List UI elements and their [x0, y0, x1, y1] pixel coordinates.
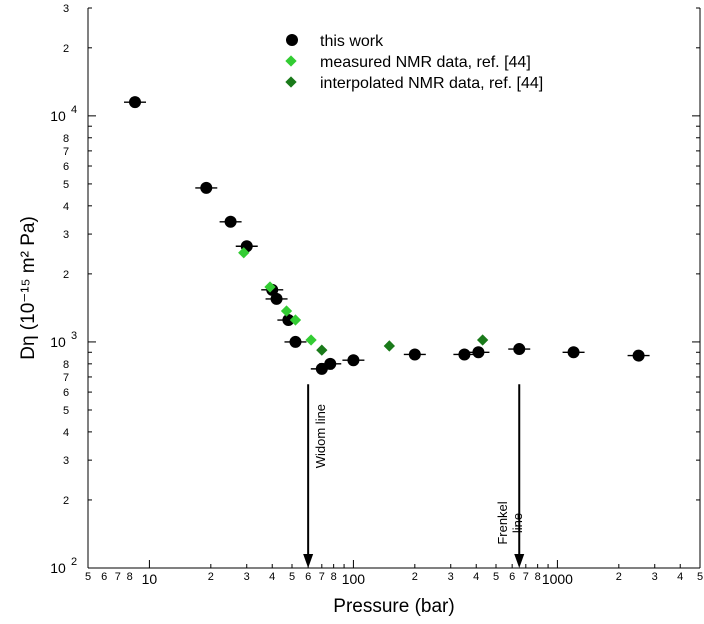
y-minor-tick-label: 6 — [63, 161, 69, 173]
annotation-label: line — [510, 513, 525, 533]
point-interpolated — [383, 340, 395, 352]
legend-label-this-work: this work — [320, 33, 384, 50]
x-minor-tick-label: 2 — [412, 571, 418, 583]
point-this-work — [472, 346, 485, 359]
y-minor-tick-label: 4 — [63, 201, 69, 213]
y-minor-tick-label: 7 — [63, 372, 69, 384]
y-tick-label: 10 — [50, 334, 66, 350]
point-this-work — [324, 357, 337, 370]
y-minor-tick-label: 4 — [63, 427, 69, 439]
x-minor-tick-label: 5 — [85, 571, 91, 583]
x-minor-tick-label: 7 — [319, 571, 325, 583]
x-minor-tick-label: 2 — [616, 571, 622, 583]
x-minor-tick-label: 4 — [473, 571, 479, 583]
point-this-work — [270, 292, 283, 305]
x-minor-tick-label: 6 — [509, 571, 515, 583]
x-minor-tick-label: 7 — [115, 571, 121, 583]
x-minor-tick-label: 8 — [331, 571, 337, 583]
annotation-label: Widom line — [313, 404, 328, 468]
y-tick-label-exponent: 2 — [71, 556, 77, 568]
y-minor-tick-label: 8 — [63, 359, 69, 371]
point-interpolated — [476, 334, 489, 346]
x-axis-title: Pressure (bar) — [333, 596, 454, 617]
y-tick-label: 10 — [50, 560, 66, 576]
point-measured — [280, 305, 293, 317]
point-measured — [289, 314, 302, 326]
y-minor-tick-label: 2 — [63, 269, 69, 281]
x-minor-tick-label: 2 — [208, 571, 214, 583]
y-minor-tick-label: 3 — [63, 455, 69, 467]
point-this-work — [632, 349, 645, 362]
legend-label-measured: measured NMR data, ref. [44] — [320, 54, 531, 71]
x-minor-tick-label: 5 — [697, 571, 703, 583]
x-minor-tick-label: 3 — [244, 571, 250, 583]
x-minor-tick-label: 3 — [652, 571, 658, 583]
legend-marker-measured — [285, 55, 297, 67]
axis-ticks — [88, 7, 701, 569]
point-this-work — [408, 348, 421, 361]
y-minor-tick-label: 3 — [63, 229, 69, 241]
y-minor-tick-label: 8 — [63, 133, 69, 145]
x-tick-label: 1000 — [542, 571, 573, 587]
y-minor-tick-label: 5 — [63, 405, 69, 417]
y-minor-tick-label: 2 — [63, 495, 69, 507]
point-this-work — [347, 354, 360, 367]
legend-marker-this-work — [286, 34, 298, 46]
point-this-work — [567, 346, 580, 359]
legend-marker-interpolated — [285, 76, 297, 88]
point-this-work — [224, 215, 237, 228]
point-this-work — [289, 335, 302, 348]
point-measured — [264, 281, 276, 293]
point-this-work — [513, 343, 526, 356]
y-minor-tick-label: 7 — [63, 146, 69, 158]
chart-frame — [87, 8, 701, 569]
x-minor-tick-label: 4 — [269, 571, 275, 583]
point-this-work — [282, 314, 295, 327]
annotation-arrowhead — [303, 554, 314, 568]
legend-label-interpolated: interpolated NMR data, ref. [44] — [320, 75, 543, 92]
y-minor-tick-label: 6 — [63, 387, 69, 399]
annotation-label: Frenkel — [495, 501, 510, 544]
x-tick-label: 100 — [342, 571, 366, 587]
y-tick-label-exponent: 3 — [71, 330, 77, 342]
x-minor-tick-label: 8 — [535, 571, 541, 583]
y-minor-tick-label: 5 — [63, 179, 69, 191]
point-interpolated — [316, 344, 328, 356]
x-minor-tick-label: 3 — [448, 571, 454, 583]
y-minor-tick-label: 2 — [63, 43, 69, 55]
y-tick-label: 10 — [50, 108, 66, 124]
x-minor-tick-label: 5 — [493, 571, 499, 583]
y-axis-title: Dη (10⁻¹⁵ m² Pa) — [18, 216, 39, 360]
x-minor-tick-label: 8 — [127, 571, 133, 583]
data-marks — [124, 96, 650, 375]
x-minor-tick-label: 7 — [523, 571, 529, 583]
x-minor-tick-label: 5 — [289, 571, 295, 583]
annotations: Widom line Frenkel line — [303, 384, 525, 568]
point-this-work — [458, 348, 471, 361]
x-minor-tick-label: 6 — [101, 571, 107, 583]
x-minor-tick-label: 4 — [677, 571, 683, 583]
legend: this work measured NMR data, ref. [44] i… — [285, 33, 543, 92]
point-this-work — [129, 96, 142, 109]
x-tick-label: 10 — [142, 571, 158, 587]
annotation-arrowhead — [514, 554, 525, 568]
y-tick-label-exponent: 4 — [71, 104, 77, 116]
point-this-work — [200, 181, 213, 194]
y-minor-tick-label: 3 — [63, 3, 69, 15]
x-minor-tick-label: 6 — [305, 571, 311, 583]
point-measured — [305, 334, 317, 346]
